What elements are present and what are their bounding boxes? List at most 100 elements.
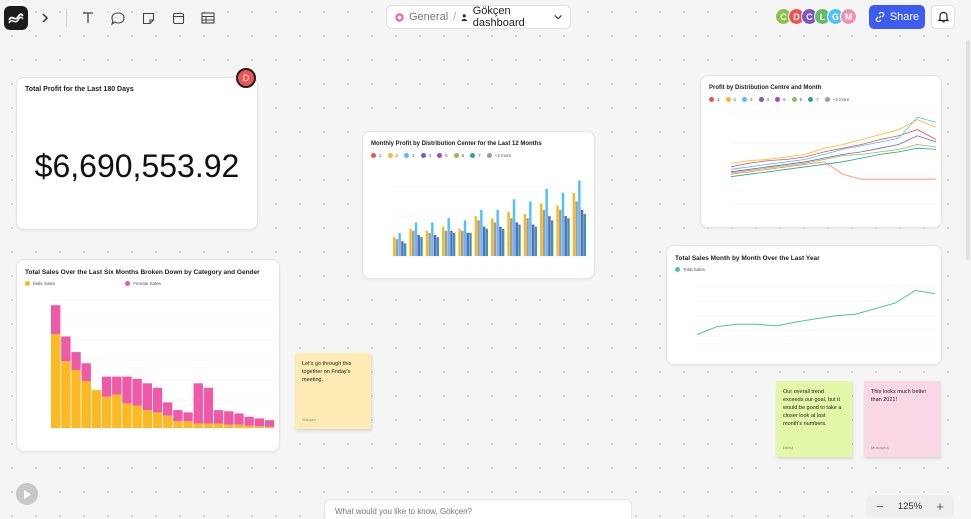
bar xyxy=(485,228,489,256)
table-icon[interactable] xyxy=(195,6,221,30)
bar xyxy=(534,226,538,256)
bar xyxy=(575,201,578,256)
bar xyxy=(531,224,535,256)
bar xyxy=(112,376,122,395)
series-line xyxy=(730,119,937,164)
dc-month-legend: 1 2 3 4 5 6 7 +3 more xyxy=(709,97,849,102)
bar xyxy=(61,336,71,361)
series-line xyxy=(696,289,936,335)
sticky-note[interactable]: Our overall trend exceeds our goal, but … xyxy=(776,381,852,457)
bar xyxy=(401,241,404,256)
bar xyxy=(412,230,415,256)
sticky-note-text: Let's go through this together on Friday… xyxy=(302,361,352,383)
play-button[interactable] xyxy=(16,483,38,505)
bar xyxy=(193,383,203,424)
bar xyxy=(51,305,61,335)
bar xyxy=(583,214,587,256)
bar xyxy=(244,425,254,428)
legend-item: +3 more xyxy=(824,97,849,102)
bar xyxy=(444,230,448,256)
kpi-card[interactable]: Total Profit for the Last 180 Days $6,69… xyxy=(16,77,258,230)
zoom-out-button[interactable]: − xyxy=(876,498,884,514)
text-icon[interactable] xyxy=(75,6,101,30)
monthly-profit-card[interactable]: Monthly Profit by Distribution Center fo… xyxy=(362,131,595,279)
bar xyxy=(264,420,275,427)
chevron-down-icon[interactable] xyxy=(554,14,562,21)
sticky-note-icon[interactable] xyxy=(135,6,161,30)
notifications-button[interactable] xyxy=(931,5,955,29)
bar xyxy=(234,424,244,428)
comment-avatar[interactable]: D xyxy=(236,68,256,88)
zoom-in-button[interactable]: + xyxy=(936,498,944,514)
sales-month-card[interactable]: Total Sales Month by Month Over the Last… xyxy=(666,245,942,365)
bar xyxy=(393,237,396,256)
bell-icon xyxy=(937,11,949,23)
bar xyxy=(142,383,153,411)
avatar[interactable]: M xyxy=(840,8,857,25)
bar xyxy=(71,369,81,428)
bar xyxy=(173,410,183,422)
bar xyxy=(417,235,420,256)
avatar[interactable]: C xyxy=(801,8,818,25)
bar xyxy=(431,222,434,256)
breadcrumb-workspace[interactable]: General xyxy=(409,11,449,23)
bar xyxy=(540,203,543,256)
bar xyxy=(526,218,529,256)
avatar[interactable]: G xyxy=(827,8,844,25)
bar xyxy=(496,209,499,256)
sticky-note-author: Mustapha xyxy=(871,445,889,451)
comment-icon[interactable] xyxy=(105,6,131,30)
legend-item: Male Sales xyxy=(25,281,55,286)
bar xyxy=(112,394,122,428)
chevron-right-icon[interactable] xyxy=(32,6,58,30)
bar xyxy=(564,216,567,256)
share-label: Share xyxy=(889,11,920,23)
legend-item: 2 xyxy=(387,153,398,158)
bar xyxy=(452,232,456,256)
series-line xyxy=(730,144,937,174)
share-button[interactable]: Share xyxy=(869,5,925,29)
bar xyxy=(61,361,71,428)
bar xyxy=(173,421,183,428)
toolbar-divider xyxy=(66,9,67,27)
bar xyxy=(477,220,480,256)
ask-input[interactable] xyxy=(324,499,632,519)
bar xyxy=(142,410,153,428)
bar xyxy=(501,228,505,256)
play-icon xyxy=(24,489,31,499)
bar xyxy=(469,232,472,256)
bar xyxy=(491,218,494,256)
bar xyxy=(193,423,203,428)
sticky-note-author: Gökçen xyxy=(302,417,316,423)
bar xyxy=(559,209,562,256)
legend-item: 7 xyxy=(470,153,481,158)
sticky-note[interactable]: This looks much better than 2021! Mustap… xyxy=(864,381,940,457)
bar xyxy=(561,193,565,256)
user-icon xyxy=(461,13,468,21)
link-icon xyxy=(875,12,885,22)
breadcrumb-dashboard[interactable]: Gökçen dashboard xyxy=(472,5,525,29)
legend-item: 2 xyxy=(725,97,736,102)
legend-item: 1 xyxy=(371,153,382,158)
bar xyxy=(463,220,467,256)
bar xyxy=(515,222,518,256)
gender-sales-card[interactable]: Total Sales Over the Last Six Months Bro… xyxy=(16,259,280,452)
bar xyxy=(458,228,461,256)
dc-month-title: Profit by Distribution Centre and Month xyxy=(709,85,822,91)
scrollbar[interactable] xyxy=(966,40,970,260)
frame-icon[interactable] xyxy=(165,6,191,30)
bar xyxy=(183,412,193,422)
bar xyxy=(507,211,510,256)
sales-month-legend: Total Sales xyxy=(675,267,705,272)
logo-icon[interactable] xyxy=(4,6,28,30)
bar xyxy=(442,226,445,256)
series-line xyxy=(730,135,937,173)
monthly-profit-legend: 1 2 3 4 5 6 7 +3 more xyxy=(371,153,511,158)
sticky-note[interactable]: Let's go through this together on Friday… xyxy=(295,353,371,429)
bar xyxy=(580,209,584,256)
legend-item: 3 xyxy=(742,97,753,102)
dc-month-card[interactable]: Profit by Distribution Centre and Month … xyxy=(700,75,942,228)
bar xyxy=(203,387,214,424)
breadcrumb[interactable]: General / Gökçen dashboard xyxy=(386,5,571,29)
bar xyxy=(556,205,559,256)
